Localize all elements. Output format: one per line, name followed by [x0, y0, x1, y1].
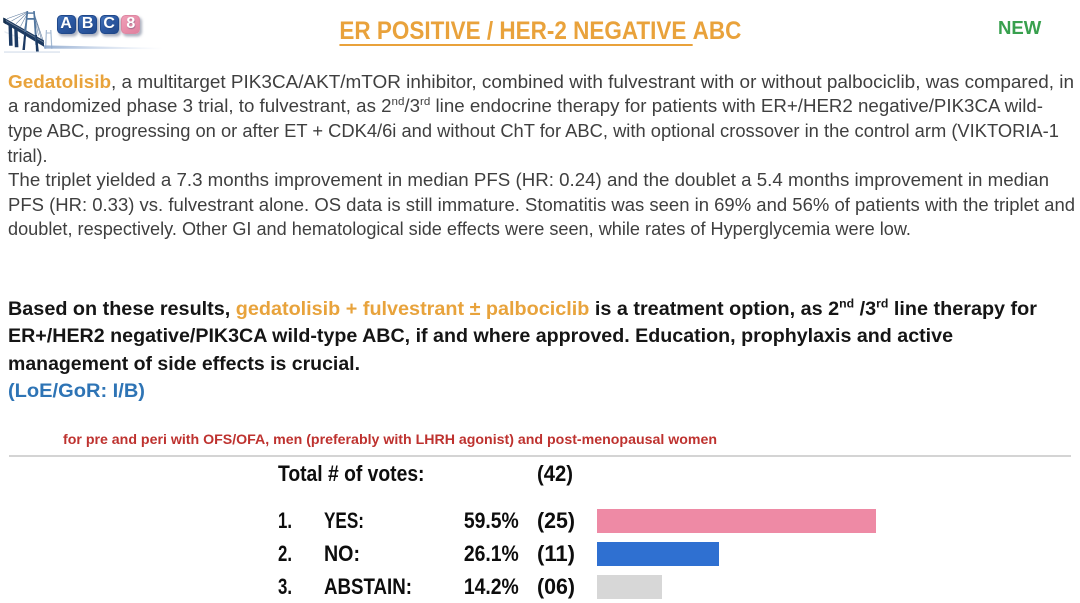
- vote-row-count: (25): [537, 507, 575, 533]
- vote-row-number: 3.: [277, 573, 292, 599]
- vote-row-percent: 59.5%: [463, 507, 519, 533]
- text-line: Gedatolisib, a multitarget PIK3CA/AKT/mT…: [7, 71, 1074, 92]
- vote-total-count: (42): [537, 461, 573, 487]
- vote-row-bar: [597, 508, 876, 534]
- vote-row: 2. NO: 26.1% (11): [277, 540, 918, 567]
- text-line: type ABC, progressing on or after ET + C…: [7, 121, 1059, 142]
- vote-total-row: Total # of votes: (42): [278, 462, 918, 487]
- vote-total-label: Total # of votes:: [277, 461, 424, 487]
- text-line: PFS (HR: 0.33) vs. fulvestrant alone. OS…: [7, 194, 1075, 215]
- title-underlined: ER POSITIVE / HER-2 NEGATIVE: [339, 17, 693, 46]
- recommendation-paragraph: Based on these results, gedatolisib + fu…: [8, 296, 1080, 406]
- summary-paragraph: Gedatolisib, a multitarget PIK3CA/AKT/mT…: [8, 70, 1080, 242]
- new-badge: NEW: [998, 17, 1042, 39]
- text-line: doublet, respectively. Other GI and hema…: [7, 219, 911, 240]
- vote-row-number: 1.: [277, 507, 292, 533]
- vote-row-label: YES:: [323, 507, 364, 533]
- text-line: a randomized phase 3 trial, to fulvestra…: [7, 96, 1043, 117]
- vote-row: 3. ABSTAIN: 14.2% (06): [277, 573, 918, 600]
- logo-letter-C: C: [99, 14, 119, 34]
- abc8-bridge-logo-icon: [3, 11, 163, 53]
- page-title: ER POSITIVE / HER-2 NEGATIVE ABC: [0, 17, 1080, 46]
- logo-letter-A: A: [56, 14, 76, 34]
- footnote-text: for pre and peri with OFS/OFA, men (pref…: [63, 432, 718, 448]
- title-text: ER POSITIVE / HER-2 NEGATIVE ABC: [339, 17, 741, 46]
- text-line: management of side effects is crucial.: [8, 352, 360, 375]
- vote-row: 1. YES: 59.5% (25): [277, 507, 918, 534]
- logo-letter-8: 8: [121, 14, 141, 34]
- vote-row-bar: [597, 541, 719, 567]
- divider-line: [9, 455, 1071, 458]
- voting-results: Total # of votes: (42) 1. YES: 59.5% (25…: [278, 462, 918, 603]
- vote-row-count: (06): [537, 573, 575, 599]
- text-line: (LoE/GoR: I/B): [8, 380, 145, 403]
- vote-row-label: ABSTAIN:: [323, 573, 412, 599]
- text-line: The triplet yielded a 7.3 months improve…: [7, 170, 1049, 191]
- title-rest: ABC: [692, 17, 741, 46]
- text-line: Based on these results, gedatolisib + fu…: [8, 296, 1037, 320]
- vote-row-label: NO:: [323, 540, 360, 566]
- vote-row-bar: [597, 574, 662, 600]
- vote-row-percent: 14.2%: [463, 573, 519, 599]
- vote-row-percent: 26.1%: [463, 540, 519, 566]
- vote-row-count: (11): [537, 540, 576, 566]
- logo-letter-B: B: [78, 14, 98, 34]
- vote-row-number: 2.: [277, 540, 292, 566]
- text-line: trial).: [7, 145, 48, 166]
- text-line: ER+/HER2 negative/PIK3CA wild-type ABC, …: [8, 325, 953, 348]
